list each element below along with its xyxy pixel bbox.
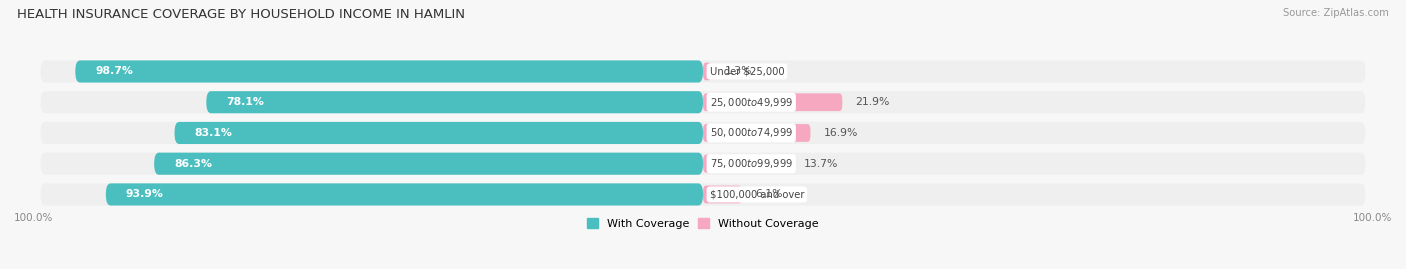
Text: Under $25,000: Under $25,000	[710, 66, 785, 76]
Text: 100.0%: 100.0%	[14, 213, 53, 224]
Text: 21.9%: 21.9%	[855, 97, 890, 107]
Text: 13.7%: 13.7%	[803, 159, 838, 169]
FancyBboxPatch shape	[207, 91, 703, 113]
FancyBboxPatch shape	[41, 61, 1365, 83]
Legend: With Coverage, Without Coverage: With Coverage, Without Coverage	[588, 218, 818, 229]
Text: 100.0%: 100.0%	[1353, 213, 1392, 224]
FancyBboxPatch shape	[105, 183, 703, 206]
Text: $25,000 to $49,999: $25,000 to $49,999	[710, 96, 793, 109]
FancyBboxPatch shape	[174, 122, 703, 144]
FancyBboxPatch shape	[703, 63, 711, 80]
Text: 83.1%: 83.1%	[194, 128, 232, 138]
Text: $50,000 to $74,999: $50,000 to $74,999	[710, 126, 793, 139]
Text: 93.9%: 93.9%	[125, 189, 163, 199]
Text: $75,000 to $99,999: $75,000 to $99,999	[710, 157, 793, 170]
FancyBboxPatch shape	[76, 61, 703, 83]
FancyBboxPatch shape	[703, 124, 810, 142]
Text: 78.1%: 78.1%	[226, 97, 264, 107]
FancyBboxPatch shape	[41, 183, 1365, 206]
Text: Source: ZipAtlas.com: Source: ZipAtlas.com	[1284, 8, 1389, 18]
Text: 16.9%: 16.9%	[824, 128, 858, 138]
Text: 1.3%: 1.3%	[724, 66, 752, 76]
FancyBboxPatch shape	[703, 186, 742, 203]
FancyBboxPatch shape	[703, 93, 842, 111]
Text: $100,000 and over: $100,000 and over	[710, 189, 804, 199]
Text: 98.7%: 98.7%	[96, 66, 134, 76]
FancyBboxPatch shape	[41, 122, 1365, 144]
Text: 6.1%: 6.1%	[755, 189, 783, 199]
FancyBboxPatch shape	[41, 91, 1365, 113]
Text: 86.3%: 86.3%	[174, 159, 212, 169]
FancyBboxPatch shape	[155, 153, 703, 175]
FancyBboxPatch shape	[703, 155, 790, 172]
FancyBboxPatch shape	[41, 153, 1365, 175]
Text: HEALTH INSURANCE COVERAGE BY HOUSEHOLD INCOME IN HAMLIN: HEALTH INSURANCE COVERAGE BY HOUSEHOLD I…	[17, 8, 465, 21]
